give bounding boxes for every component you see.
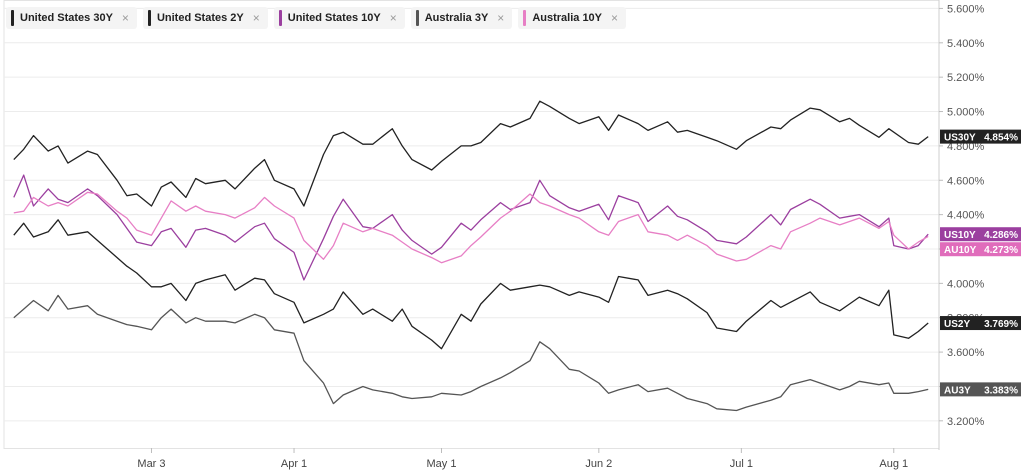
last-value-tag-au3y: AU3Y 3.383% xyxy=(940,382,1021,397)
tag-ticker: AU3Y xyxy=(944,385,971,396)
legend-item-us2y[interactable]: United States 2Y × xyxy=(142,7,268,29)
tag-background xyxy=(940,129,1021,144)
legend-label: Australia 3Y xyxy=(424,12,489,24)
legend-item-au10y[interactable]: Australia 10Y × xyxy=(518,7,627,29)
legend-swatch xyxy=(523,10,527,26)
legend-item-us10y[interactable]: United States 10Y × xyxy=(273,7,405,29)
x-tick-label: Jul 1 xyxy=(730,458,753,470)
y-tick-label: 4.800% xyxy=(947,141,985,153)
close-icon[interactable]: × xyxy=(252,11,260,25)
y-tick-label: 5.000% xyxy=(947,107,985,119)
y-tick-label: 4.000% xyxy=(947,278,985,290)
tag-value: 4.854% xyxy=(984,133,1018,144)
tag-background xyxy=(940,316,1021,331)
y-tick-label: 5.400% xyxy=(947,38,985,50)
x-tick-label: Apr 1 xyxy=(281,458,307,470)
close-icon[interactable]: × xyxy=(121,11,129,25)
last-value-tag-us10y: US10Y 4.286% xyxy=(940,227,1021,242)
tag-value: 3.769% xyxy=(984,319,1018,330)
last-value-tag-au10y: AU10Y 4.273% xyxy=(940,242,1021,257)
close-icon[interactable]: × xyxy=(389,11,397,25)
x-tick-label: Jun 2 xyxy=(585,458,612,470)
y-tick-label: 5.200% xyxy=(947,72,985,84)
tag-value: 4.273% xyxy=(984,245,1018,256)
legend-swatch xyxy=(415,10,419,26)
tag-background xyxy=(940,382,1021,397)
x-tick-label: Mar 3 xyxy=(137,458,165,470)
legend: United States 30Y × United States 2Y × U… xyxy=(6,7,627,29)
legend-swatch xyxy=(147,10,151,26)
legend-swatch xyxy=(278,10,282,26)
legend-label: Australia 10Y xyxy=(532,12,603,24)
tag-background xyxy=(940,227,1021,242)
tag-ticker: US10Y xyxy=(944,230,976,241)
y-tick-label: 5.600% xyxy=(947,3,985,15)
y-tick-label: 3.200% xyxy=(947,416,985,428)
legend-item-au3y[interactable]: Australia 3Y × xyxy=(410,7,513,29)
last-value-tag-us2y: US2Y 3.769% xyxy=(940,316,1021,331)
y-tick-label: 4.400% xyxy=(947,210,985,222)
tag-ticker: AU10Y xyxy=(944,245,977,256)
tag-ticker: US2Y xyxy=(944,319,970,330)
series-line-us2y xyxy=(13,219,929,350)
legend-swatch xyxy=(11,10,14,26)
y-tick-label: 4.600% xyxy=(947,175,985,187)
series-line-au10y xyxy=(13,191,929,264)
tag-value: 3.383% xyxy=(984,385,1018,396)
legend-item-us30y[interactable]: United States 30Y × xyxy=(6,7,137,29)
close-icon[interactable]: × xyxy=(611,11,619,25)
legend-label: United States 10Y xyxy=(287,12,381,24)
x-tick-label: May 1 xyxy=(427,458,457,470)
legend-label: United States 30Y xyxy=(20,12,113,24)
plot-border xyxy=(3,0,940,449)
series-line-us30y xyxy=(13,100,929,207)
tag-ticker: US30Y xyxy=(944,133,976,144)
series-line-us10y xyxy=(13,174,929,281)
legend-label: United States 2Y xyxy=(156,12,244,24)
last-value-tag-us30y: US30Y 4.854% xyxy=(940,129,1021,144)
x-tick-label: Aug 1 xyxy=(879,458,908,470)
y-tick-label: 3.600% xyxy=(947,347,985,359)
close-icon[interactable]: × xyxy=(497,11,505,25)
tag-value: 4.286% xyxy=(984,230,1018,241)
series-line-au3y xyxy=(13,294,929,412)
tag-background xyxy=(940,242,1021,257)
